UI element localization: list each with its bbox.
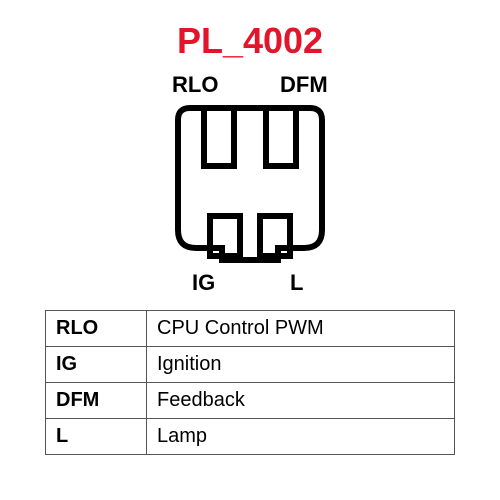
- table-row: IG Ignition: [46, 347, 455, 383]
- pin-legend-table: RLO CPU Control PWM IG Ignition DFM Feed…: [45, 310, 455, 455]
- legend-desc: Lamp: [147, 419, 455, 455]
- pin-label-rlo: RLO: [172, 72, 218, 98]
- part-number-title: PL_4002: [0, 20, 500, 62]
- connector-diagram: RLO DFM IG L: [0, 70, 500, 300]
- pin-label-dfm: DFM: [280, 72, 328, 98]
- table-row: RLO CPU Control PWM: [46, 311, 455, 347]
- pin-label-ig: IG: [192, 270, 215, 296]
- legend-key: RLO: [46, 311, 147, 347]
- legend-key: L: [46, 419, 147, 455]
- connector-icon: [170, 100, 330, 270]
- legend-desc: Ignition: [147, 347, 455, 383]
- legend-desc: Feedback: [147, 383, 455, 419]
- legend-key: IG: [46, 347, 147, 383]
- table-row: L Lamp: [46, 419, 455, 455]
- table-row: DFM Feedback: [46, 383, 455, 419]
- legend-key: DFM: [46, 383, 147, 419]
- pin-label-l: L: [290, 270, 303, 296]
- legend-desc: CPU Control PWM: [147, 311, 455, 347]
